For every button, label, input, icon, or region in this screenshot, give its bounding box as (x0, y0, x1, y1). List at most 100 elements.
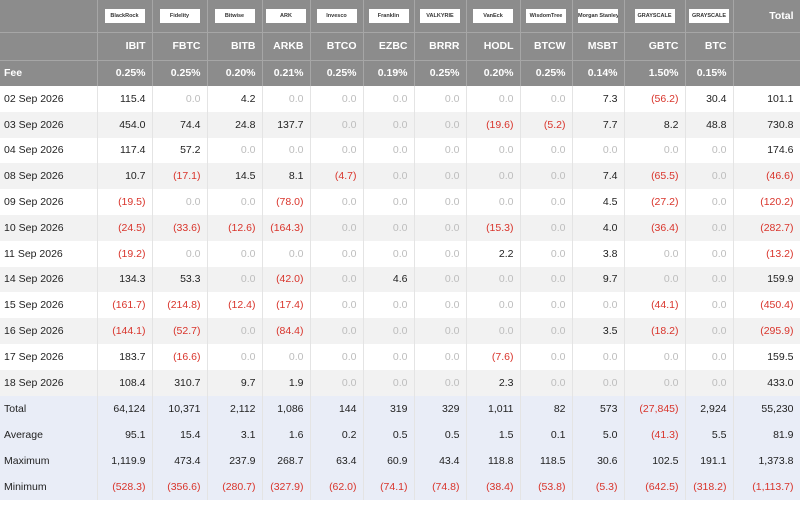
flow-value: (84.4) (262, 318, 311, 344)
flow-row: 16 Sep 2026 (144.1) (52.7) 0.0 (84.4) 0.0 0.0 0… (0, 318, 800, 344)
flow-value: 0.0 (363, 189, 415, 215)
summary-value: 573 (572, 395, 625, 422)
flow-value: 0.0 (572, 137, 625, 164)
summary-value: (528.3) (97, 473, 153, 500)
flow-value: 0.0 (262, 343, 311, 370)
flow-value: 0.0 (520, 163, 573, 190)
summary-label: Maximum (0, 447, 98, 474)
fee-value: 0.25% (414, 59, 467, 86)
issuer-logo: WisdomTree (526, 8, 566, 23)
flow-value: 0.0 (466, 266, 521, 293)
flow-value: 0.0 (414, 163, 467, 190)
flow-value: 0.0 (466, 86, 521, 112)
flow-row: 08 Sep 2026 10.7 (17.1) 14.5 8.1 (4.7) 0.0 0.0 0… (0, 163, 800, 190)
logo-cell: VanEck (466, 0, 521, 32)
flow-value: 0.0 (152, 240, 208, 267)
summary-label: Average (0, 421, 98, 448)
flow-value: 0.0 (310, 343, 364, 370)
summary-value: 95.1 (97, 421, 153, 448)
summary-value: 81.9 (733, 421, 800, 448)
summary-value: 64,124 (97, 395, 153, 422)
summary-value: 237.9 (207, 447, 263, 474)
ticker: BTC (685, 31, 734, 60)
flow-row: 10 Sep 2026 (24.5) (33.6) (12.6) (164.3) 0.0 0… (0, 214, 800, 241)
summary-value: 10,371 (152, 395, 208, 422)
flow-value: 0.0 (207, 318, 263, 344)
summary-value: 2,924 (685, 395, 734, 422)
ticker: ARKB (262, 31, 311, 60)
summary-value: (62.0) (310, 473, 364, 500)
flow-value: (295.9) (733, 318, 800, 344)
summary-value: (356.6) (152, 473, 208, 500)
flow-row: 14 Sep 2026 134.3 53.3 0.0 (42.0) 0.0 4.6 0.0 0.… (0, 266, 800, 293)
summary-value: (74.8) (414, 473, 467, 500)
flow-value: 0.0 (414, 111, 467, 138)
summary-value: (38.4) (466, 473, 521, 500)
flow-value: (164.3) (262, 214, 311, 241)
flow-value: 0.0 (520, 137, 573, 164)
flow-value: 0.0 (572, 369, 625, 396)
flow-value: 0.0 (685, 292, 734, 319)
flow-value: 0.0 (414, 86, 467, 112)
summary-label: Total (0, 395, 98, 422)
summary-value: (642.5) (624, 473, 686, 500)
ticker: HODL (466, 31, 521, 60)
flow-value: 0.0 (310, 318, 364, 344)
flow-value: 0.0 (363, 240, 415, 267)
issuer-logo: Fidelity (159, 8, 200, 23)
flow-row: 15 Sep 2026 (161.7) (214.8) (12.4) (17.4) 0.0… (0, 292, 800, 319)
flow-value: 0.0 (414, 292, 467, 319)
summary-value: (327.9) (262, 473, 311, 500)
flow-value: (17.4) (262, 292, 311, 319)
flow-value: 10.7 (97, 163, 153, 190)
flow-value: 454.0 (97, 111, 153, 138)
flow-value: (15.3) (466, 214, 521, 241)
flow-value: 0.0 (414, 240, 467, 267)
ticker: GBTC (624, 31, 686, 60)
summary-value: 60.9 (363, 447, 415, 474)
flow-value: 0.0 (572, 292, 625, 319)
flow-value: 2.3 (466, 369, 521, 396)
summary-value: 102.5 (624, 447, 686, 474)
flow-value: 4.2 (207, 86, 263, 112)
flow-value: 0.0 (207, 343, 263, 370)
summary-value: 0.5 (363, 421, 415, 448)
flow-value: 7.3 (572, 86, 625, 112)
issuer-logo: GRAYSCALE (689, 8, 729, 23)
date: 11 Sep 2026 (0, 240, 98, 267)
flow-value: 0.0 (685, 240, 734, 267)
flow-value: 9.7 (207, 369, 263, 396)
flow-value: 0.0 (466, 189, 521, 215)
flow-value: 0.0 (310, 189, 364, 215)
flow-value: 8.2 (624, 111, 686, 138)
flow-value: 8.1 (262, 163, 311, 190)
flow-value: (78.0) (262, 189, 311, 215)
summary-value: 1,086 (262, 395, 311, 422)
fee-value: 0.19% (363, 59, 415, 86)
flow-value: (214.8) (152, 292, 208, 319)
flow-value: 2.2 (466, 240, 521, 267)
flow-value: (56.2) (624, 86, 686, 112)
flow-value: (16.6) (152, 343, 208, 370)
fee-value: 0.15% (685, 59, 734, 86)
flow-value: 0.0 (685, 137, 734, 164)
summary-value: (5.3) (572, 473, 625, 500)
logo-cell: ARK (262, 0, 311, 32)
flow-value: 0.0 (152, 86, 208, 112)
summary-value: 191.1 (685, 447, 734, 474)
flow-value: (42.0) (262, 266, 311, 293)
flow-value: 310.7 (152, 369, 208, 396)
flow-value: 14.5 (207, 163, 263, 190)
logo-cell: VALKYRIE (414, 0, 467, 32)
flow-value: 0.0 (466, 318, 521, 344)
flow-value: (44.1) (624, 292, 686, 319)
flow-value: 0.0 (207, 266, 263, 293)
corner-cell (0, 31, 98, 60)
summary-value: 118.5 (520, 447, 573, 474)
flow-value: 0.0 (310, 266, 364, 293)
corner-cell (0, 0, 98, 32)
flow-value: 0.0 (685, 214, 734, 241)
flow-value: (19.5) (97, 189, 153, 215)
summary-value: 1,119.9 (97, 447, 153, 474)
